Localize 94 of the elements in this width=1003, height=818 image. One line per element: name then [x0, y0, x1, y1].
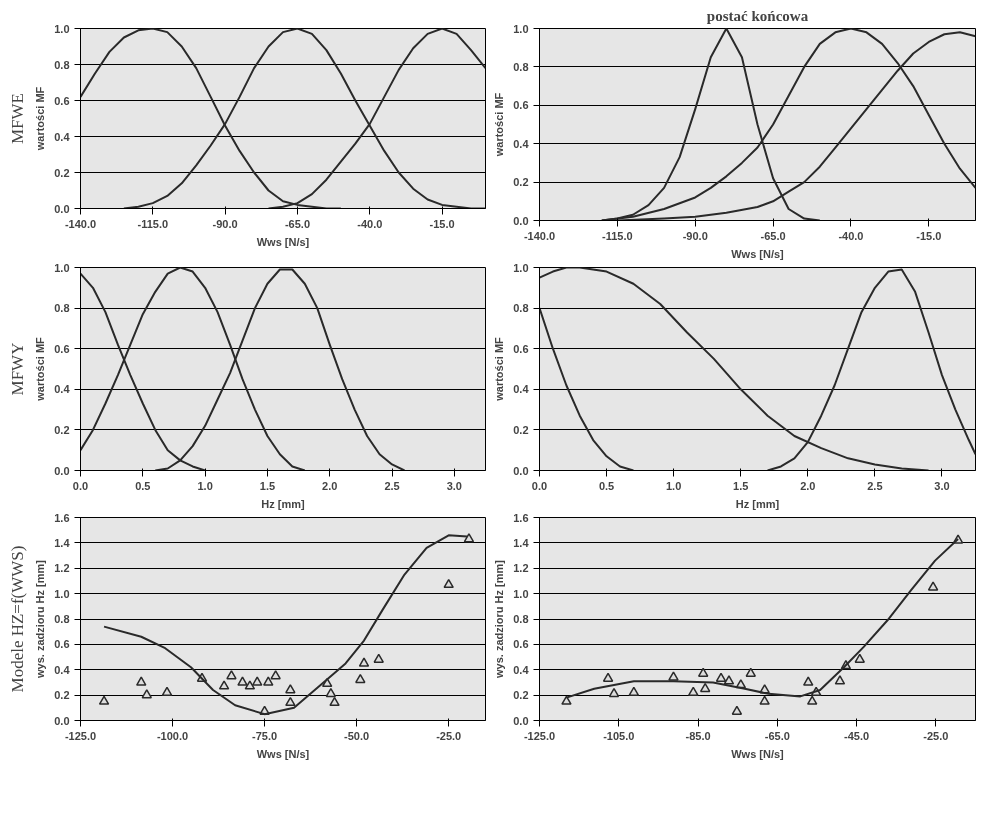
x-tick-label: -100.0	[156, 729, 189, 742]
x-tick-label: -65.0	[760, 229, 786, 242]
y-tick-label: 0.8	[54, 613, 70, 625]
x-tick-label: -50.0	[344, 729, 370, 742]
x-tick-label: -75.0	[252, 729, 278, 742]
y-tick-label: 1.0	[54, 261, 70, 274]
x-tick-label: -25.0	[923, 729, 949, 742]
x-tick-label: 0.5	[135, 479, 151, 492]
y-tick-label: 0.8	[54, 58, 70, 71]
text: MFWY	[7, 342, 27, 396]
y-tick-label: 1.4	[513, 536, 530, 549]
x-axis-title: Wws [N/s]	[256, 235, 310, 248]
x-tick-label: -40.0	[838, 229, 864, 242]
x-tick-label: 3.0	[934, 479, 950, 492]
x-axis-title: Hz [mm]	[261, 497, 306, 510]
x-tick-label: -140.0	[64, 217, 97, 230]
y-tick-label: 0.6	[513, 342, 529, 355]
x-tick-label: -125.0	[523, 729, 556, 742]
x-tick-label: -65.0	[764, 729, 790, 742]
y-tick-label: 0.6	[513, 638, 529, 651]
y-tick-label: 0.6	[54, 342, 70, 355]
x-tick-label: -40.0	[357, 217, 383, 230]
y-tick-label: 1.2	[54, 562, 70, 575]
y-tick-label: 0.6	[54, 94, 70, 107]
y-tick-label: 1.0	[513, 22, 529, 35]
x-tick-label: -65.0	[284, 217, 311, 230]
y-tick-label: 0.2	[513, 689, 529, 702]
y-tick-label: 0.0	[54, 202, 70, 215]
y-tick-label: 0.4	[513, 663, 530, 676]
y-tick-label: 1.6	[513, 511, 529, 524]
text: Modele HZ=f(WWS)	[7, 545, 27, 693]
y-tick-label: 0.2	[54, 423, 70, 436]
x-tick-label: -45.0	[844, 729, 870, 742]
y-tick-label: 1.0	[513, 587, 529, 600]
x-tick-label: -90.0	[212, 217, 238, 230]
y-axis-title: wys. zadzioru Hz [mm]	[34, 559, 47, 679]
y-tick-label: 0.4	[513, 137, 530, 150]
y-tick-label: 0.4	[54, 130, 71, 143]
x-tick-label: 1.0	[197, 479, 213, 492]
y-tick-label: 0.0	[513, 714, 529, 727]
y-tick-label: 0.8	[54, 302, 70, 315]
x-tick-label: -105.0	[603, 729, 635, 742]
x-tick-label: 3.0	[446, 479, 462, 492]
x-tick-label: -115.0	[137, 217, 169, 230]
y-tick-label: 0.4	[54, 663, 71, 676]
x-axis-title: Wws [N/s]	[731, 247, 785, 260]
y-tick-label: 1.0	[54, 22, 70, 35]
y-tick-label: 0.2	[513, 176, 529, 189]
x-tick-label: 2.0	[800, 479, 816, 492]
y-tick-label: 1.4	[54, 536, 71, 549]
x-axis-title: Hz [mm]	[735, 497, 780, 510]
y-tick-label: 0.2	[54, 166, 70, 179]
x-tick-label: -15.0	[916, 229, 942, 242]
x-tick-label: 2.0	[322, 479, 338, 492]
x-tick-label: 2.5	[384, 479, 400, 492]
y-tick-label: 0.8	[513, 302, 529, 315]
x-axis-title: Wws [N/s]	[731, 747, 785, 760]
y-tick-label: 0.2	[54, 689, 70, 702]
y-tick-label: 0.4	[513, 383, 530, 396]
y-tick-label: 0.8	[513, 613, 529, 625]
x-tick-label: -85.0	[685, 729, 711, 742]
x-tick-label: 1.5	[733, 479, 749, 492]
y-tick-label: 0.0	[54, 464, 70, 477]
y-tick-label: 1.6	[54, 511, 70, 524]
x-tick-label: -90.0	[682, 229, 708, 242]
y-axis-title: wartości MF	[34, 336, 47, 402]
y-tick-label: 0.0	[513, 464, 529, 477]
x-tick-label: 1.5	[259, 479, 276, 492]
x-tick-label: 0.5	[598, 479, 615, 492]
x-tick-label: -125.0	[64, 729, 97, 742]
x-tick-label: 0.0	[72, 479, 89, 492]
x-tick-label: -25.0	[436, 729, 462, 742]
x-tick-label: 0.0	[531, 479, 548, 492]
x-axis-title: Wws [N/s]	[256, 747, 310, 760]
text: MFWE	[7, 93, 27, 144]
y-axis-title: wartości MF	[493, 336, 506, 402]
y-tick-label: 0.8	[513, 60, 529, 73]
y-tick-label: 0.2	[513, 423, 529, 436]
y-tick-label: 0.4	[54, 383, 71, 396]
x-tick-label: -115.0	[602, 229, 633, 242]
y-tick-label: 1.0	[54, 587, 70, 600]
y-tick-label: 1.0	[513, 261, 529, 274]
y-tick-label: 0.6	[54, 638, 70, 651]
x-tick-label: 1.0	[666, 479, 682, 492]
y-axis-title: wys. zadzioru Hz [mm]	[493, 559, 506, 679]
y-axis-title: wartości MF	[34, 86, 47, 152]
x-tick-label: -15.0	[429, 217, 455, 230]
x-tick-label: -140.0	[523, 229, 556, 242]
x-tick-label: 2.5	[867, 479, 883, 492]
y-tick-label: 1.2	[513, 562, 529, 575]
chart-title: postać końcowa	[706, 7, 809, 24]
y-tick-label: 0.0	[54, 714, 70, 727]
y-tick-label: 0.6	[513, 99, 529, 112]
y-axis-title: wartości MF	[493, 92, 506, 158]
